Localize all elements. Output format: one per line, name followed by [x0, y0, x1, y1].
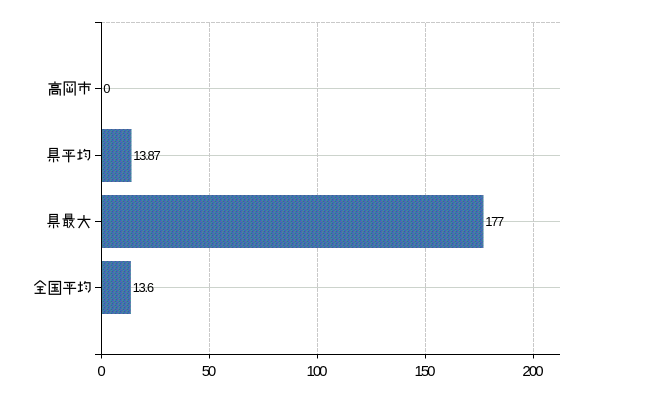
svg-text:100: 100: [307, 363, 328, 380]
svg-text:13.6: 13.6: [133, 280, 155, 295]
svg-text:177: 177: [485, 214, 504, 229]
svg-text:0: 0: [97, 363, 105, 380]
svg-text:13.87: 13.87: [133, 148, 161, 163]
svg-text:50: 50: [202, 363, 217, 380]
svg-text:0: 0: [103, 81, 110, 96]
svg-text:150: 150: [415, 363, 436, 380]
svg-text:200: 200: [522, 363, 543, 380]
